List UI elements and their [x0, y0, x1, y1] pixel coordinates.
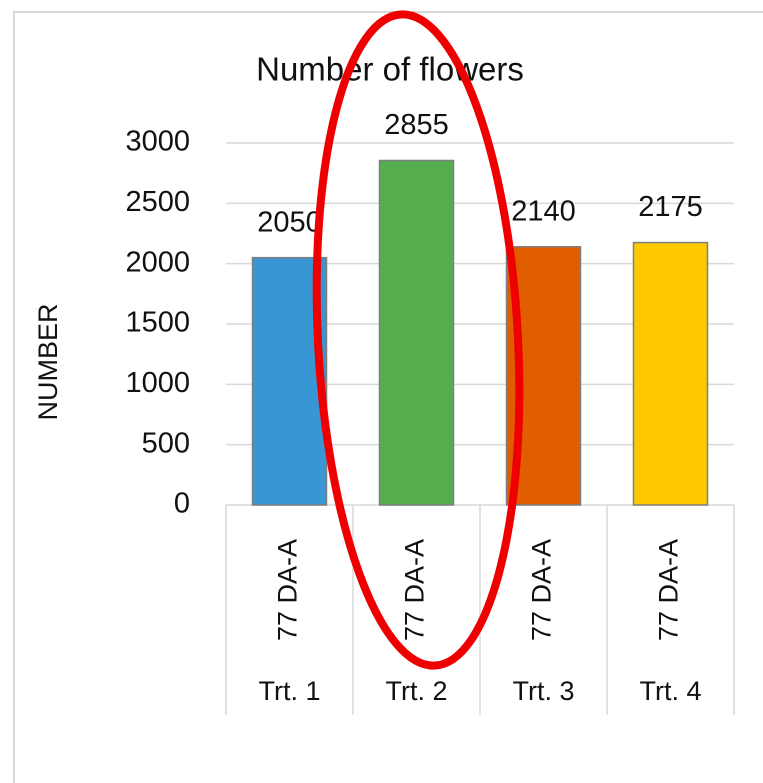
y-tick-label: 3000 — [125, 126, 190, 158]
x-sublabel: 77 DA-A — [527, 539, 557, 641]
y-tick-label: 2500 — [125, 186, 190, 218]
bar — [378, 159, 455, 506]
y-tick-label: 0 — [174, 488, 190, 520]
data-label: 2855 — [384, 109, 449, 141]
bar — [632, 241, 709, 506]
highlight-ellipse — [312, 10, 524, 670]
x-sublabel: 77 DA-A — [400, 539, 430, 641]
y-tick-label: 500 — [142, 427, 190, 459]
y-axis-label: NUMBER — [33, 303, 63, 420]
y-tick-label: 1000 — [125, 367, 190, 399]
x-tick-label: Trt. 2 — [385, 676, 447, 706]
y-tick-label: 2000 — [125, 246, 190, 278]
data-label: 2175 — [638, 191, 703, 223]
x-sublabel: 77 DA-A — [654, 539, 684, 641]
x-tick-label: Trt. 1 — [258, 676, 320, 706]
data-label: 2140 — [511, 195, 576, 227]
x-tick-label: Trt. 3 — [512, 676, 574, 706]
x-sublabel: 77 DA-A — [273, 539, 303, 641]
y-tick-label: 1500 — [125, 307, 190, 339]
data-label: 2050 — [257, 206, 322, 238]
x-tick-label: Trt. 4 — [639, 676, 701, 706]
chart-title: Number of flowers — [256, 51, 524, 88]
